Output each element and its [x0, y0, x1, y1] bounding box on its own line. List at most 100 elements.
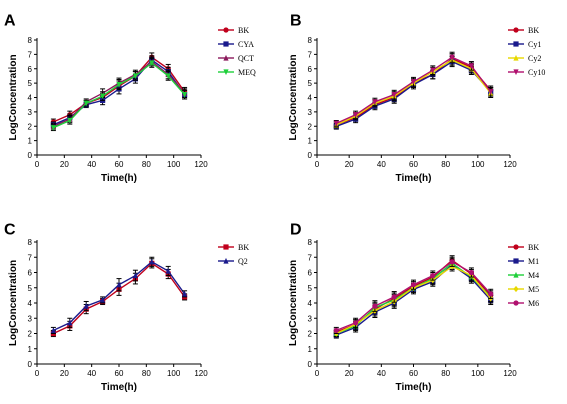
- data-point: [116, 281, 122, 288]
- data-point: [391, 92, 397, 98]
- y-tick-label: 3: [28, 108, 33, 117]
- y-tick-label: 8: [28, 238, 33, 247]
- legend-label: Cy2: [528, 54, 541, 63]
- data-point: [50, 125, 56, 131]
- x-tick-label: 20: [60, 369, 69, 378]
- x-tick-label: 40: [87, 160, 96, 169]
- legend-entry: BK: [218, 26, 249, 35]
- y-tick-label: 8: [308, 36, 313, 45]
- y-axis-title: LogConcentration: [8, 260, 19, 346]
- legend-label: Q2: [238, 257, 248, 266]
- legend-marker: [513, 69, 519, 76]
- legend-marker: [223, 27, 229, 33]
- legend-marker: [223, 41, 229, 47]
- y-tick-label: 3: [28, 314, 33, 323]
- data-point: [468, 63, 474, 69]
- legend-entry: Q2: [218, 257, 248, 266]
- x-tick-label: 80: [441, 160, 450, 169]
- y-axis-title: LogConcentration: [288, 54, 299, 140]
- data-point: [132, 272, 138, 279]
- legend-label: MEQ: [238, 68, 256, 77]
- y-tick-label: 5: [28, 79, 33, 88]
- x-tick-label: 0: [35, 160, 40, 169]
- series-line: [53, 62, 186, 129]
- legend-label: BK: [238, 243, 249, 252]
- panel-letter: B: [290, 12, 302, 29]
- legend-entry: BK: [508, 26, 539, 35]
- y-tick-label: 5: [308, 284, 313, 293]
- y-tick-label: 2: [308, 330, 313, 339]
- data-point: [449, 259, 455, 265]
- data-point: [149, 60, 155, 67]
- legend-entry: Cy1: [508, 40, 541, 49]
- legend-marker: [513, 285, 519, 293]
- data-point: [100, 93, 106, 100]
- y-tick-label: 5: [28, 284, 33, 293]
- x-tick-label: 80: [142, 369, 151, 378]
- legend-marker: [223, 54, 229, 61]
- x-tick-label: 40: [377, 160, 386, 169]
- y-tick-label: 2: [308, 122, 313, 131]
- x-tick-label: 0: [315, 160, 320, 169]
- data-point: [372, 99, 378, 105]
- legend-entry: M1: [508, 257, 539, 266]
- data-point: [67, 117, 73, 124]
- data-point: [67, 319, 73, 326]
- legend-marker: [513, 244, 519, 250]
- x-tick-label: 80: [142, 160, 151, 169]
- y-tick-label: 4: [28, 299, 33, 308]
- x-tick-label: 20: [345, 369, 354, 378]
- series-line: [336, 264, 492, 336]
- legend-label: Cy1: [528, 40, 541, 49]
- y-tick-label: 4: [28, 94, 33, 103]
- y-tick-label: 1: [308, 137, 313, 146]
- data-point: [410, 79, 417, 85]
- y-axis-title: LogConcentration: [8, 54, 19, 140]
- x-tick-label: 0: [315, 369, 320, 378]
- x-axis-title: Time(h): [101, 173, 137, 184]
- y-tick-label: 6: [308, 269, 313, 278]
- legend-label: QCT: [238, 54, 254, 63]
- y-tick-label: 2: [28, 122, 33, 131]
- x-tick-label: 120: [194, 369, 208, 378]
- x-tick-label: 100: [471, 160, 485, 169]
- y-tick-label: 0: [28, 151, 33, 160]
- x-axis-title: Time(h): [396, 173, 432, 184]
- legend-marker: [223, 69, 229, 76]
- y-axis-title: LogConcentration: [288, 260, 299, 346]
- series-line: [336, 60, 492, 127]
- y-tick-label: 8: [28, 36, 33, 45]
- legend-entry: Cy10: [508, 68, 545, 77]
- legend-label: M6: [528, 299, 539, 308]
- y-tick-label: 7: [308, 253, 313, 262]
- data-point: [182, 92, 188, 98]
- y-tick-label: 3: [308, 314, 313, 323]
- y-tick-label: 0: [308, 151, 313, 160]
- x-tick-label: 120: [194, 160, 208, 169]
- legend-marker: [513, 258, 519, 264]
- series-q2: [50, 256, 188, 334]
- legend-entry: BK: [218, 243, 249, 252]
- panel-letter: D: [290, 221, 302, 238]
- data-point: [430, 67, 436, 74]
- legend-marker: [513, 27, 519, 33]
- y-tick-label: 1: [308, 345, 313, 354]
- series-cy10: [333, 51, 494, 127]
- data-point: [353, 320, 359, 326]
- y-tick-label: 0: [308, 360, 313, 369]
- legend-entry: MEQ: [218, 68, 256, 77]
- legend-entry: QCT: [218, 54, 254, 63]
- legend-label: M5: [528, 285, 539, 294]
- x-tick-label: 100: [471, 369, 485, 378]
- series-m6: [333, 256, 494, 334]
- x-axis-title: Time(h): [396, 382, 432, 393]
- x-tick-label: 20: [345, 160, 354, 169]
- data-point: [391, 294, 397, 300]
- legend-marker: [223, 257, 229, 264]
- data-point: [333, 120, 339, 127]
- data-point: [83, 100, 89, 107]
- y-tick-label: 4: [308, 94, 313, 103]
